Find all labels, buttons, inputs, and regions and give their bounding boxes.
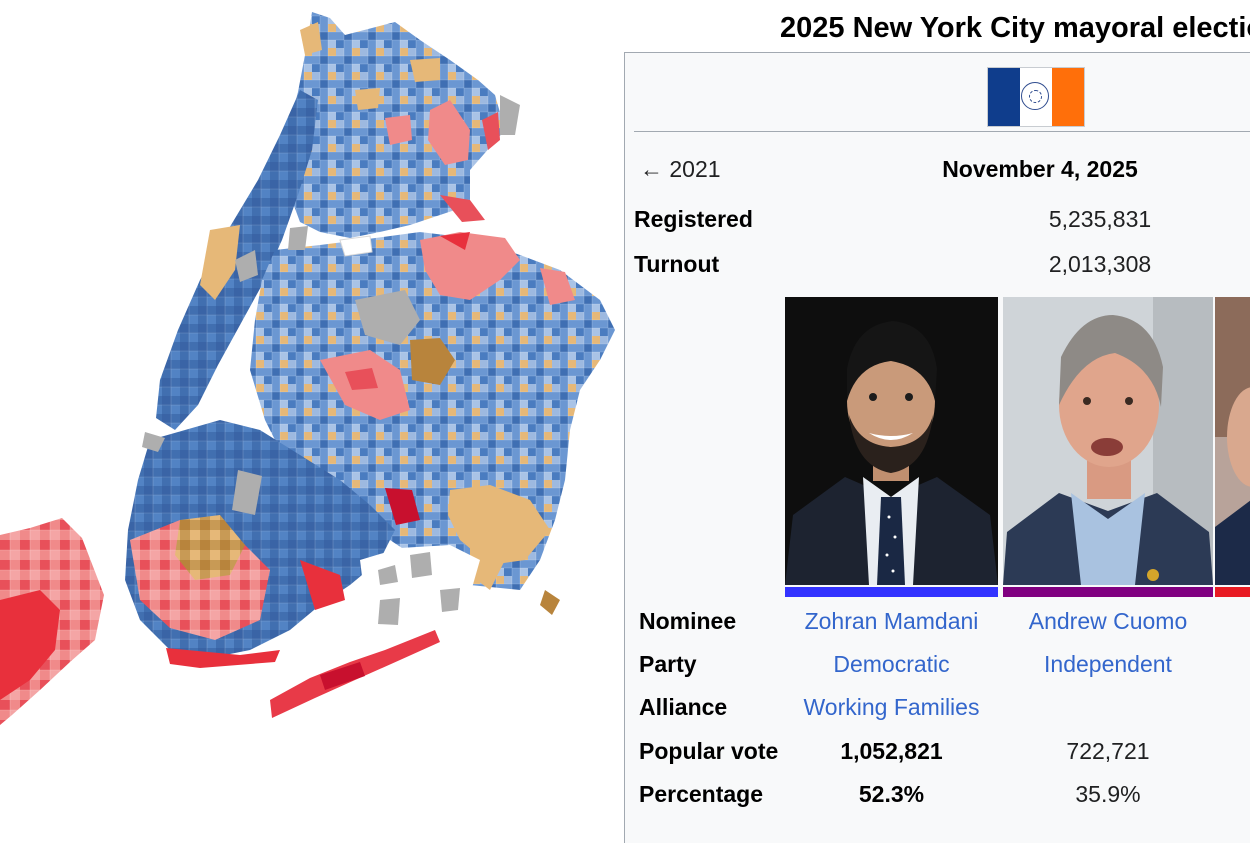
portrait-gray-haired-man-icon — [1003, 297, 1213, 585]
election-date: November 4, 2025 — [942, 156, 1138, 182]
previous-election-link[interactable]: ← 2021 — [640, 156, 721, 182]
flag-stripe-orange — [1052, 68, 1084, 126]
row-label-alliance: Alliance — [639, 694, 728, 720]
nyc-flag-image — [987, 67, 1085, 127]
row-label-popular-vote: Popular vote — [639, 738, 779, 764]
nyc-precinct-map-svg — [0, 12, 615, 725]
infobox-title: 2025 New York City mayoral election — [780, 12, 1250, 44]
party-color-bar-republican — [1215, 587, 1250, 597]
candidate-photo-cuomo[interactable] — [1003, 297, 1213, 585]
popular-vote-cuomo: 722,721 — [1066, 738, 1150, 764]
flag-stripe-blue — [988, 68, 1020, 126]
party-color-bar-democratic — [785, 587, 998, 597]
map-no-data-areas — [142, 95, 520, 625]
candidate-photo-third[interactable] — [1215, 297, 1250, 585]
registered-value: 5,235,831 — [1048, 206, 1152, 232]
popular-vote-mamdani: 1,052,821 — [840, 738, 943, 764]
election-results-map — [0, 0, 625, 833]
nominee-link-cuomo[interactable]: Andrew Cuomo — [1028, 608, 1188, 634]
row-label-party: Party — [639, 651, 697, 677]
turnout-value: 2,013,308 — [1048, 251, 1152, 277]
portrait-bearded-man-icon — [785, 297, 998, 585]
row-label-percentage: Percentage — [639, 781, 764, 807]
registered-label: Registered — [634, 206, 753, 232]
percentage-mamdani: 52.3% — [858, 781, 925, 807]
candidate-photo-mamdani[interactable] — [785, 297, 998, 585]
turnout-label: Turnout — [634, 251, 720, 277]
portrait-partially-visible-icon — [1215, 297, 1250, 585]
row-label-nominee: Nominee — [639, 608, 737, 634]
party-link-democratic[interactable]: Democratic — [833, 651, 950, 677]
infobox-divider — [634, 131, 1250, 132]
percentage-cuomo: 35.9% — [1075, 781, 1141, 807]
party-color-bar-independent — [1003, 587, 1213, 597]
party-link-independent[interactable]: Independent — [1044, 651, 1172, 677]
alliance-link-working-families[interactable]: Working Families — [803, 694, 980, 720]
flag-seal-icon — [1021, 82, 1049, 110]
nominee-link-mamdani[interactable]: Zohran Mamdani — [804, 608, 979, 634]
map-tan-precincts — [175, 22, 560, 615]
